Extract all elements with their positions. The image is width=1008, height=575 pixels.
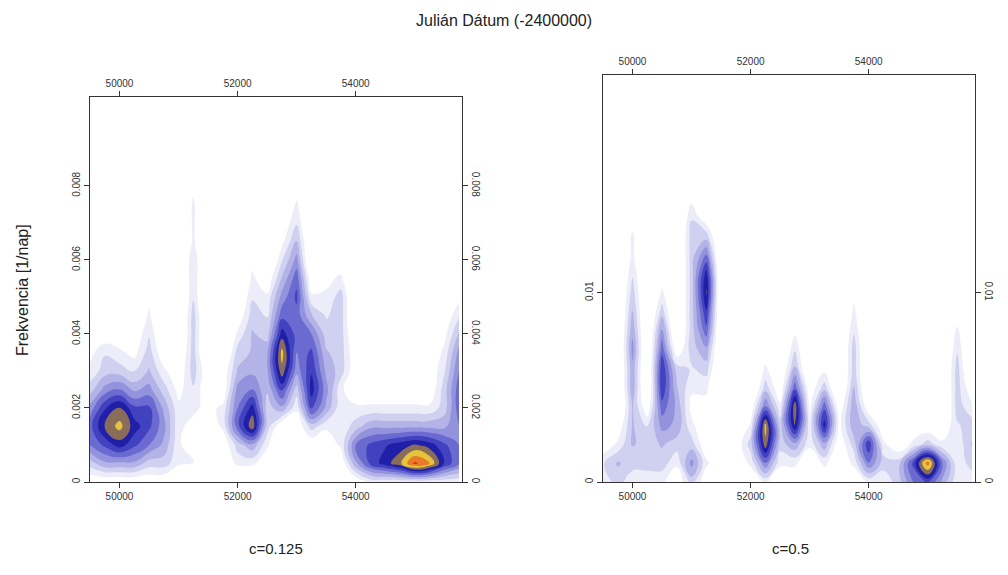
svg-text:0.01: 0.01 xyxy=(983,281,994,301)
svg-text:50000: 50000 xyxy=(106,491,134,502)
svg-text:0.002: 0.002 xyxy=(470,394,481,419)
svg-text:0: 0 xyxy=(983,478,994,484)
svg-text:0.006: 0.006 xyxy=(71,245,82,270)
svg-text:0.006: 0.006 xyxy=(470,246,481,271)
svg-text:Julián Dátum (-2400000): Julián Dátum (-2400000) xyxy=(416,12,592,29)
svg-text:0.002: 0.002 xyxy=(71,394,82,419)
svg-text:0.008: 0.008 xyxy=(71,171,82,196)
svg-text:52000: 52000 xyxy=(737,56,765,67)
svg-text:50000: 50000 xyxy=(619,491,647,502)
svg-text:52000: 52000 xyxy=(737,491,765,502)
svg-text:0.004: 0.004 xyxy=(470,320,481,345)
svg-text:50000: 50000 xyxy=(619,56,647,67)
svg-text:52000: 52000 xyxy=(224,78,252,89)
svg-text:0: 0 xyxy=(584,477,595,483)
svg-text:Frekvencia [1/nap]: Frekvencia [1/nap] xyxy=(14,224,31,356)
svg-text:0.004: 0.004 xyxy=(71,319,82,344)
svg-text:52000: 52000 xyxy=(224,491,252,502)
svg-text:0.01: 0.01 xyxy=(584,281,595,301)
svg-text:c=0.5: c=0.5 xyxy=(772,540,809,557)
svg-text:54000: 54000 xyxy=(855,491,883,502)
svg-text:54000: 54000 xyxy=(342,78,370,89)
svg-text:c=0.125: c=0.125 xyxy=(249,540,303,557)
svg-text:0: 0 xyxy=(71,477,82,483)
svg-text:0: 0 xyxy=(470,478,481,484)
svg-text:54000: 54000 xyxy=(342,491,370,502)
svg-text:54000: 54000 xyxy=(855,56,883,67)
svg-text:0.008: 0.008 xyxy=(470,172,481,197)
svg-text:50000: 50000 xyxy=(106,78,134,89)
